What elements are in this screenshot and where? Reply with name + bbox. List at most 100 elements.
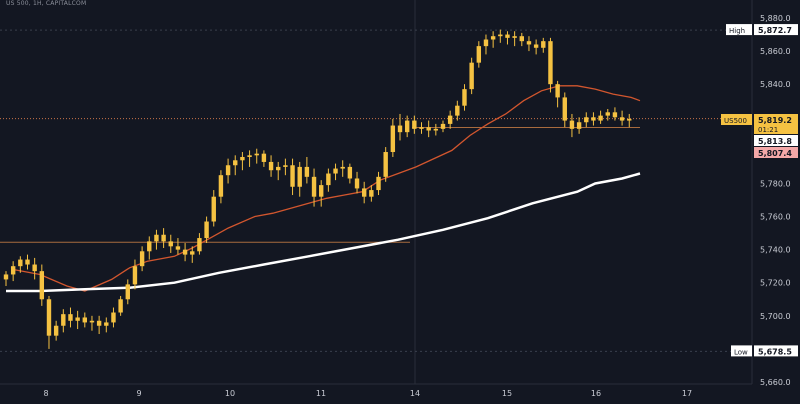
candle-body-11 <box>82 317 88 323</box>
candle-body-29 <box>211 196 216 222</box>
price-marker-box-4 <box>754 345 798 357</box>
x-tick-label: 14 <box>410 389 420 398</box>
price-marker-tag-1: US500 <box>724 117 747 125</box>
candle-body-73 <box>526 41 532 45</box>
x-tick-label: 8 <box>43 389 48 398</box>
price-marker-value-0: 5,872.7 <box>758 26 792 35</box>
candle-body-44 <box>319 185 324 197</box>
candle-body-42 <box>304 166 310 177</box>
candle-body-8 <box>61 314 66 326</box>
candle-body-41 <box>297 166 302 187</box>
candle-body-72 <box>519 36 524 42</box>
candle-body-48 <box>347 166 353 179</box>
candle-body-40 <box>290 165 295 187</box>
candle-body-1 <box>10 266 16 275</box>
x-tick-label: 15 <box>502 389 512 398</box>
candle-body-49 <box>354 178 360 189</box>
candle-body-52 <box>376 176 381 191</box>
candle-body-22 <box>161 234 166 242</box>
candle-body-87 <box>627 118 632 121</box>
candle-body-34 <box>247 155 252 157</box>
candle-body-59 <box>426 127 431 131</box>
x-tick-label: 11 <box>316 389 326 398</box>
price-marker-value-4: 5,678.5 <box>758 347 792 356</box>
candle-body-27 <box>197 238 202 252</box>
candle-body-18 <box>132 266 138 285</box>
candle-body-45 <box>326 173 331 186</box>
price-marker-box-2 <box>754 135 798 146</box>
candle-body-85 <box>612 112 618 118</box>
candle-body-56 <box>404 120 410 133</box>
candle-body-54 <box>390 125 396 153</box>
candle-body-39 <box>283 165 288 167</box>
y-tick-label: 5,660.0 <box>760 378 791 387</box>
price-marker-tag-box-4 <box>731 345 752 357</box>
candle-body-69 <box>498 34 503 37</box>
candle-body-43 <box>311 176 317 197</box>
price-marker-sub-1: 01:21 <box>758 126 778 134</box>
candle-body-55 <box>397 125 403 133</box>
candle-body-68 <box>490 36 496 40</box>
candle-body-71 <box>512 36 517 38</box>
candle-body-14 <box>104 322 109 326</box>
candle-body-35 <box>254 153 259 156</box>
candle-body-62 <box>447 115 453 124</box>
candle-body-2 <box>18 259 23 267</box>
candle-body-75 <box>541 41 546 48</box>
candle-body-7 <box>53 325 59 336</box>
candle-body-16 <box>118 299 123 313</box>
candle-body-66 <box>476 46 482 63</box>
candle-body-64 <box>462 89 467 106</box>
candle-body-74 <box>533 44 539 48</box>
x-tick-label: 16 <box>591 389 601 398</box>
candle-body-78 <box>562 97 567 121</box>
candle-body-13 <box>96 320 102 326</box>
x-tick-label: 9 <box>136 389 141 398</box>
candle-body-70 <box>505 34 510 38</box>
candle-body-20 <box>147 241 152 252</box>
candle-body-21 <box>154 234 159 242</box>
y-tick-label: 5,840.0 <box>760 80 791 89</box>
candle-body-77 <box>555 84 560 98</box>
candle-body-81 <box>584 117 589 123</box>
y-tick-label: 5,780.0 <box>760 179 791 188</box>
series-ma_long <box>6 172 641 293</box>
candle-body-53 <box>383 152 388 177</box>
y-tick-label: 5,700.0 <box>760 312 791 321</box>
candle-body-79 <box>569 120 575 129</box>
candle-body-15 <box>111 312 116 323</box>
candle-body-25 <box>182 249 188 255</box>
candle-body-4 <box>32 264 37 272</box>
y-tick-label: 5,760.0 <box>760 213 791 222</box>
candle-body-19 <box>139 251 145 267</box>
candle-body-30 <box>218 175 224 197</box>
price-marker-box-1 <box>754 114 798 134</box>
candle-body-80 <box>576 122 582 129</box>
candle-body-84 <box>605 112 610 116</box>
candle-body-26 <box>190 251 195 255</box>
candle-body-32 <box>233 160 238 166</box>
candle-body-46 <box>333 168 338 174</box>
x-tick-label: 17 <box>682 389 692 398</box>
candle-body-83 <box>598 115 603 121</box>
candle-body-82 <box>591 117 596 121</box>
candle-body-9 <box>68 314 73 321</box>
candle-body-76 <box>548 41 553 85</box>
candle-body-63 <box>455 105 460 116</box>
y-tick-label: 5,740.0 <box>760 246 791 255</box>
candle-body-10 <box>75 317 80 321</box>
candle-body-5 <box>39 271 45 300</box>
candle-body-37 <box>268 161 274 171</box>
price-marker-value-3: 5,807.4 <box>758 149 792 158</box>
candle-body-51 <box>369 190 374 197</box>
price-marker-box-0 <box>754 24 798 36</box>
price-marker-value-2: 5,813.8 <box>758 137 792 146</box>
candle-body-47 <box>340 166 345 169</box>
candle-body-28 <box>204 221 209 239</box>
candle-body-23 <box>168 241 173 247</box>
y-tick-label: 5,880.0 <box>760 14 791 23</box>
price-marker-tag-box-0 <box>726 24 752 36</box>
